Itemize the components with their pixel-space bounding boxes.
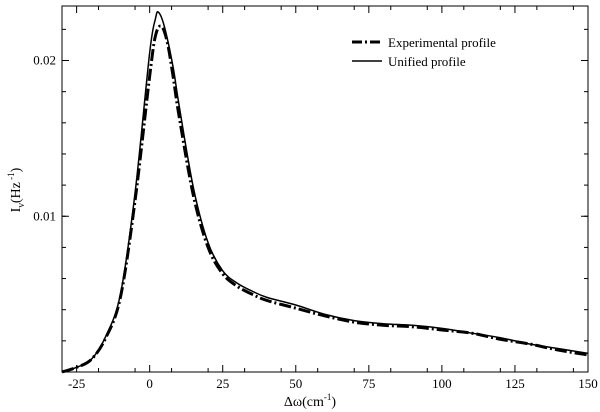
plot-frame: [61, 5, 589, 373]
series-layer: [61, 10, 589, 374]
y-axis-title: Iν(Hz -1): [6, 167, 27, 212]
x-tick-label: 25: [216, 376, 229, 391]
series-experimental-profile: [61, 24, 589, 374]
y-tick-label: 0.02: [33, 53, 56, 68]
series-unified-profile: [61, 10, 589, 373]
x-tick-label: 0: [146, 376, 153, 391]
x-axis-title: Δω(cm-1): [284, 392, 336, 410]
y-axis: 0.01 0.02: [33, 28, 588, 342]
x-tick-label: -25: [68, 376, 85, 391]
x-tick-label: 125: [505, 376, 525, 391]
x-axis: -25 0 25 50 75 100 125 150: [61, 6, 598, 391]
legend-label-unified: Unified profile: [388, 54, 466, 69]
x-tick-label: 100: [432, 376, 452, 391]
legend-label-experimental: Experimental profile: [388, 35, 496, 50]
x-tick-label: 50: [289, 376, 302, 391]
x-tick-label: 150: [578, 376, 598, 391]
legend: Experimental profile Unified profile: [352, 35, 496, 69]
x-tick-label: 75: [362, 376, 375, 391]
y-tick-label: 0.01: [33, 208, 56, 223]
